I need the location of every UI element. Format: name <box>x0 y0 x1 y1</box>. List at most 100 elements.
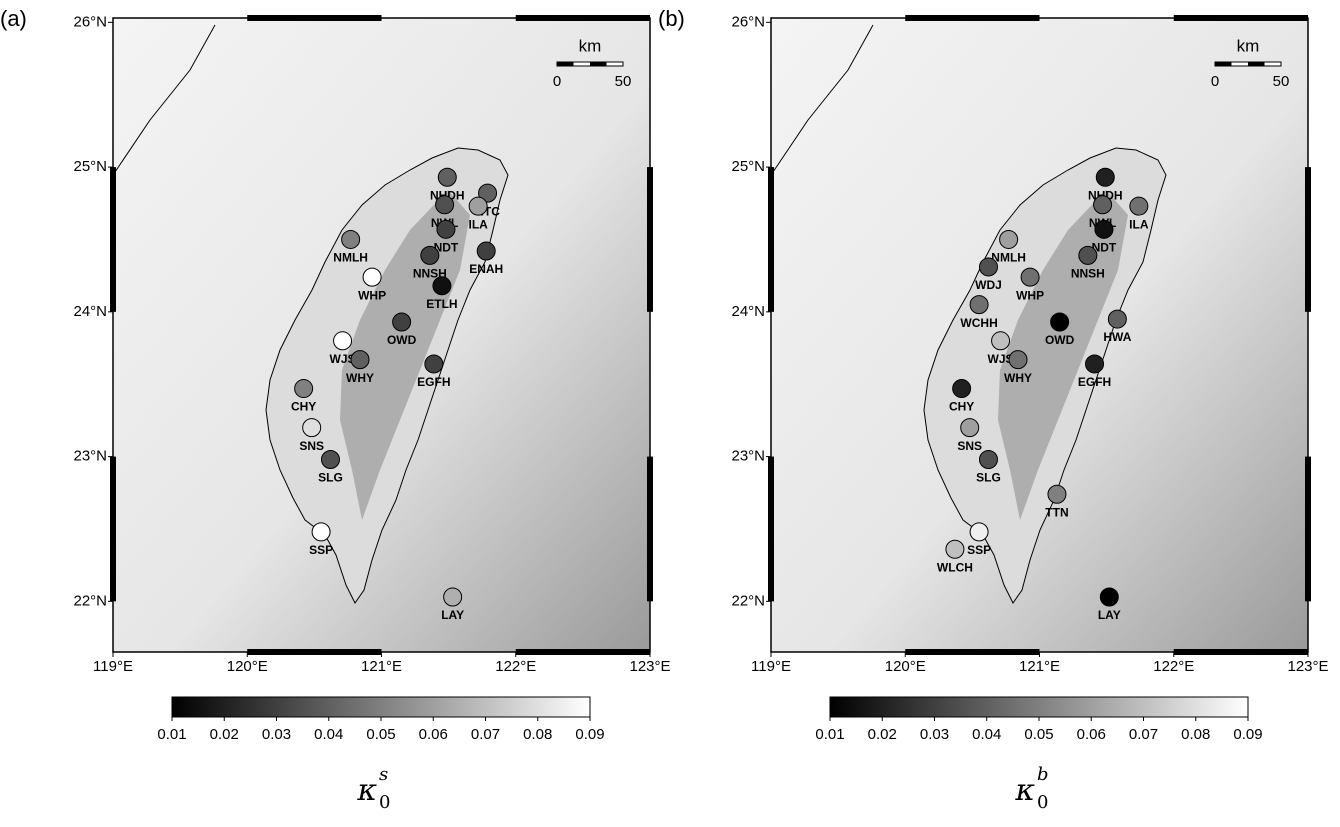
colorbar-superscript: b <box>1037 764 1049 785</box>
colorbar-symbol: κ <box>1014 773 1035 808</box>
station-label: ILA <box>1129 217 1149 231</box>
station-label: EGFH <box>1078 375 1111 389</box>
figure: (a) 119°E 120°E 121°E 122°E 123°E 22°N 23°N 24°N… <box>0 0 1340 827</box>
station-marker <box>1051 313 1069 331</box>
station-marker <box>438 168 456 186</box>
frame-segment <box>110 167 116 312</box>
scalebar-unit: km <box>1237 36 1260 55</box>
station-label: LAY <box>1098 608 1121 622</box>
station-marker <box>469 197 487 215</box>
panel-label: (b) <box>658 6 685 31</box>
frame-segment <box>110 457 116 602</box>
station-label: WHY <box>346 371 374 385</box>
colorbar-tick-label: 0.02 <box>210 726 239 743</box>
station-label: SLG <box>318 471 343 485</box>
station-marker <box>477 242 495 260</box>
station-marker <box>1094 196 1112 214</box>
colorbar-tick-label: 0.01 <box>157 726 186 743</box>
x-tick-label: 120°E <box>227 658 268 675</box>
station-label: NMLH <box>333 251 368 265</box>
scalebar-unit: km <box>579 36 602 55</box>
station-label: ETLH <box>426 297 457 311</box>
station-marker <box>961 419 979 437</box>
y-tick-label: 22°N <box>731 592 765 609</box>
station-marker <box>393 313 411 331</box>
station-label: LAY <box>441 608 464 622</box>
station-label: SLG <box>976 471 1001 485</box>
x-tick-label: 123°E <box>1287 658 1328 675</box>
station-marker <box>1048 485 1066 503</box>
colorbar-symbol: κ <box>356 773 377 808</box>
colorbar-tick-label: 0.07 <box>471 726 500 743</box>
frame-segment <box>768 167 774 312</box>
station-label: OWD <box>1045 333 1075 347</box>
station-marker <box>1000 230 1018 248</box>
colorbar-tick-label: 0.05 <box>366 726 395 743</box>
station-label: TTN <box>1045 505 1068 519</box>
station-label: ILA <box>468 217 488 231</box>
station-marker <box>1100 588 1118 606</box>
panel-label: (a) <box>0 6 27 31</box>
station-marker <box>351 351 369 369</box>
frame-segment <box>247 15 381 21</box>
frame-segment <box>1305 457 1311 602</box>
colorbar-tick-label: 0.08 <box>1181 726 1210 743</box>
station-marker <box>979 258 997 276</box>
station-marker <box>312 523 330 541</box>
scalebar-label: 0 <box>1211 73 1219 90</box>
colorbar-tick-label: 0.09 <box>1233 726 1262 743</box>
station-marker <box>979 450 997 468</box>
station-label: SNS <box>957 439 982 453</box>
station-marker <box>342 230 360 248</box>
scalebar-label: 0 <box>553 73 561 90</box>
station-marker <box>992 332 1010 350</box>
station-label: NNSH <box>1071 267 1105 281</box>
scalebar-segment <box>590 62 607 66</box>
scalebar-segment <box>1248 62 1265 66</box>
colorbar-tick-label: 0.01 <box>815 726 844 743</box>
colorbar-tick-label: 0.04 <box>314 726 343 743</box>
station-marker <box>444 588 462 606</box>
station-marker <box>1130 197 1148 215</box>
colorbar-tick-label: 0.05 <box>1024 726 1053 743</box>
x-tick-label: 119°E <box>93 658 133 675</box>
x-tick-label: 122°E <box>1153 658 1194 675</box>
y-tick-label: 25°N <box>731 158 765 175</box>
colorbar-tick-label: 0.07 <box>1129 726 1158 743</box>
station-marker <box>321 450 339 468</box>
station-marker <box>1086 355 1104 373</box>
x-tick-label: 121°E <box>1019 658 1060 675</box>
station-marker <box>1108 310 1126 328</box>
station-marker <box>433 277 451 295</box>
colorbar-tick-label: 0.09 <box>575 726 604 743</box>
station-marker <box>295 380 313 398</box>
station-marker <box>953 380 971 398</box>
station-label: WDJ <box>975 278 1002 292</box>
station-marker <box>436 196 454 214</box>
y-tick-label: 24°N <box>73 303 107 320</box>
scalebar-segment <box>1215 62 1232 66</box>
station-marker <box>1095 220 1113 238</box>
station-label: CHY <box>949 400 974 414</box>
station-marker <box>1096 168 1114 186</box>
colorbar-tick-label: 0.06 <box>419 726 448 743</box>
x-tick-label: 119°E <box>751 658 791 675</box>
y-tick-label: 26°N <box>73 13 107 30</box>
frame-segment <box>647 457 653 602</box>
station-label: WLCH <box>937 560 973 574</box>
y-tick-label: 26°N <box>731 13 765 30</box>
frame-segment <box>1305 167 1311 312</box>
colorbar-superscript: s <box>379 764 388 785</box>
frame-segment <box>1174 15 1308 21</box>
frame-segment <box>247 649 381 655</box>
station-label: SSP <box>309 543 333 557</box>
colorbar-tick-label: 0.06 <box>1077 726 1106 743</box>
y-tick-label: 23°N <box>73 448 107 465</box>
station-label: WCHH <box>960 316 997 330</box>
colorbar-tick-label: 0.03 <box>262 726 291 743</box>
scalebar-label: 50 <box>615 73 632 90</box>
colorbar-tick-label: 0.02 <box>868 726 897 743</box>
station-label: HWA <box>1103 330 1131 344</box>
station-marker <box>421 246 439 264</box>
